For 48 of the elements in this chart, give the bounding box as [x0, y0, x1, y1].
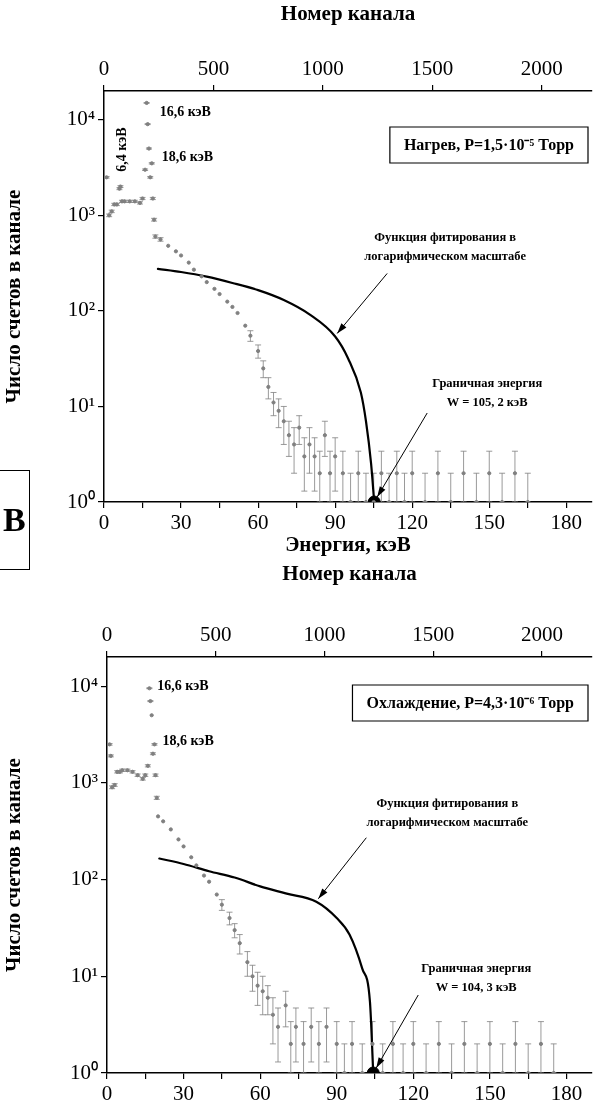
x2-tick-label: 0	[98, 55, 110, 80]
annotation: 18,6 кэВ	[162, 732, 214, 748]
x2-axis-title: Номер канала	[282, 561, 418, 586]
annotation: 16,6 кэВ	[157, 677, 209, 693]
x2-tick-label: 1500	[412, 621, 455, 646]
x-tick-label: 120	[397, 1081, 430, 1106]
x-tick-label: 150	[473, 510, 506, 535]
x2-tick-label: 500	[197, 55, 230, 80]
x-tick-label: 30	[173, 1081, 195, 1106]
annotation: 16,6 кэВ	[159, 103, 211, 119]
y-tick-label: 10³	[70, 769, 98, 794]
y-axis-title: Число счетов в канале	[1, 758, 26, 972]
x2-tick-label: 500	[199, 621, 232, 646]
annotation: Функция фитирования в логарифмическом масштабе	[366, 796, 529, 830]
annotation: 6,4 кэВ	[114, 127, 130, 172]
x-tick-label: 30	[170, 510, 192, 535]
annotation: Нагрев, P=1,5·10⁻⁵ Торр	[403, 136, 575, 155]
x-tick-label: 0	[98, 510, 110, 535]
y-tick-label: 10³	[67, 201, 95, 226]
text: В	[0, 470, 30, 570]
x-tick-label: 180	[550, 1081, 583, 1106]
x2-tick-label: 2000	[520, 621, 563, 646]
x2-tick-label: 2000	[520, 55, 563, 80]
annotation: Охлаждение, P=4,3·10⁻⁶ Торр	[366, 694, 575, 713]
x-tick-label: 180	[550, 510, 583, 535]
x-tick-label: 60	[247, 510, 269, 535]
y-axis-title: Число счетов в канале	[1, 189, 26, 404]
y-tick-label: 10⁴	[66, 106, 95, 131]
annotation: Функция фитирования в логарифмическом масштабе	[364, 230, 527, 264]
x2-tick-label: 0	[101, 621, 113, 646]
x2-axis-title: Номер канала	[280, 1, 416, 26]
x-tick-label: 150	[474, 1081, 506, 1106]
x2-tick-label: 1000	[301, 55, 344, 80]
annotation: Граничная энергия W = 105, 2 кэВ	[432, 375, 543, 409]
y-tick-label: 10⁰	[70, 1059, 98, 1084]
x-tick-label: 90	[326, 1081, 348, 1106]
y-tick-label: 10⁴	[69, 672, 98, 697]
y-tick-label: 10¹	[70, 962, 98, 987]
y-tick-label: 10²	[67, 297, 95, 322]
x2-tick-label: 1000	[303, 621, 346, 646]
annotation: 18,6 кэВ	[161, 148, 214, 164]
x2-tick-label: 1500	[411, 55, 454, 80]
y-tick-label: 10¹	[67, 392, 95, 417]
annotation: Граничная энергия W = 104, 3 кэВ	[421, 960, 532, 994]
y-tick-label: 10²	[70, 866, 98, 891]
x-tick-label: 0	[101, 1081, 113, 1106]
x-tick-label: 60	[249, 1081, 271, 1106]
y-tick-label: 10⁰	[67, 488, 95, 513]
